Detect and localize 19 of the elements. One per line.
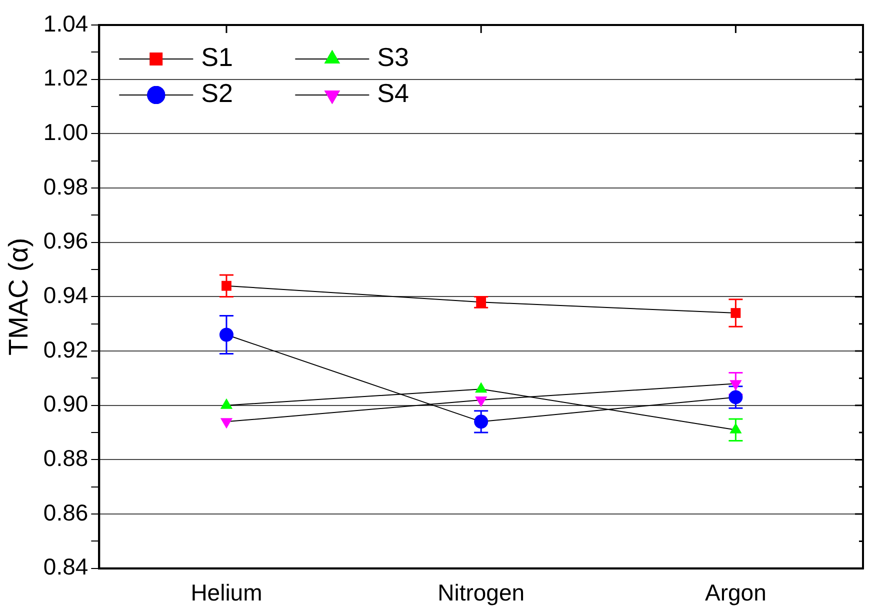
y-tick-label: 1.02 <box>43 64 88 91</box>
x-tick-label: Nitrogen <box>438 580 525 606</box>
y-tick-label: 0.88 <box>43 445 88 472</box>
legend-label: S1 <box>201 42 233 72</box>
y-tick-label: 1.04 <box>43 10 88 36</box>
y-axis-title: TMAC (α) <box>4 238 34 356</box>
y-tick-label: 0.96 <box>43 228 88 254</box>
y-tick-label: 0.94 <box>43 282 88 308</box>
y-tick-label: 0.92 <box>43 336 88 362</box>
y-tick-label: 0.86 <box>43 499 88 526</box>
legend-label: S3 <box>377 42 409 72</box>
y-tick-label: 1.00 <box>43 119 88 146</box>
x-tick-label: Helium <box>190 580 262 606</box>
legend-label: S4 <box>377 78 409 108</box>
y-tick-label: 0.98 <box>43 173 88 200</box>
y-tick-label: 0.84 <box>43 554 88 580</box>
x-tick-label: Argon <box>705 580 766 606</box>
y-tick-label: 0.90 <box>43 390 88 417</box>
legend-label: S2 <box>201 78 233 108</box>
